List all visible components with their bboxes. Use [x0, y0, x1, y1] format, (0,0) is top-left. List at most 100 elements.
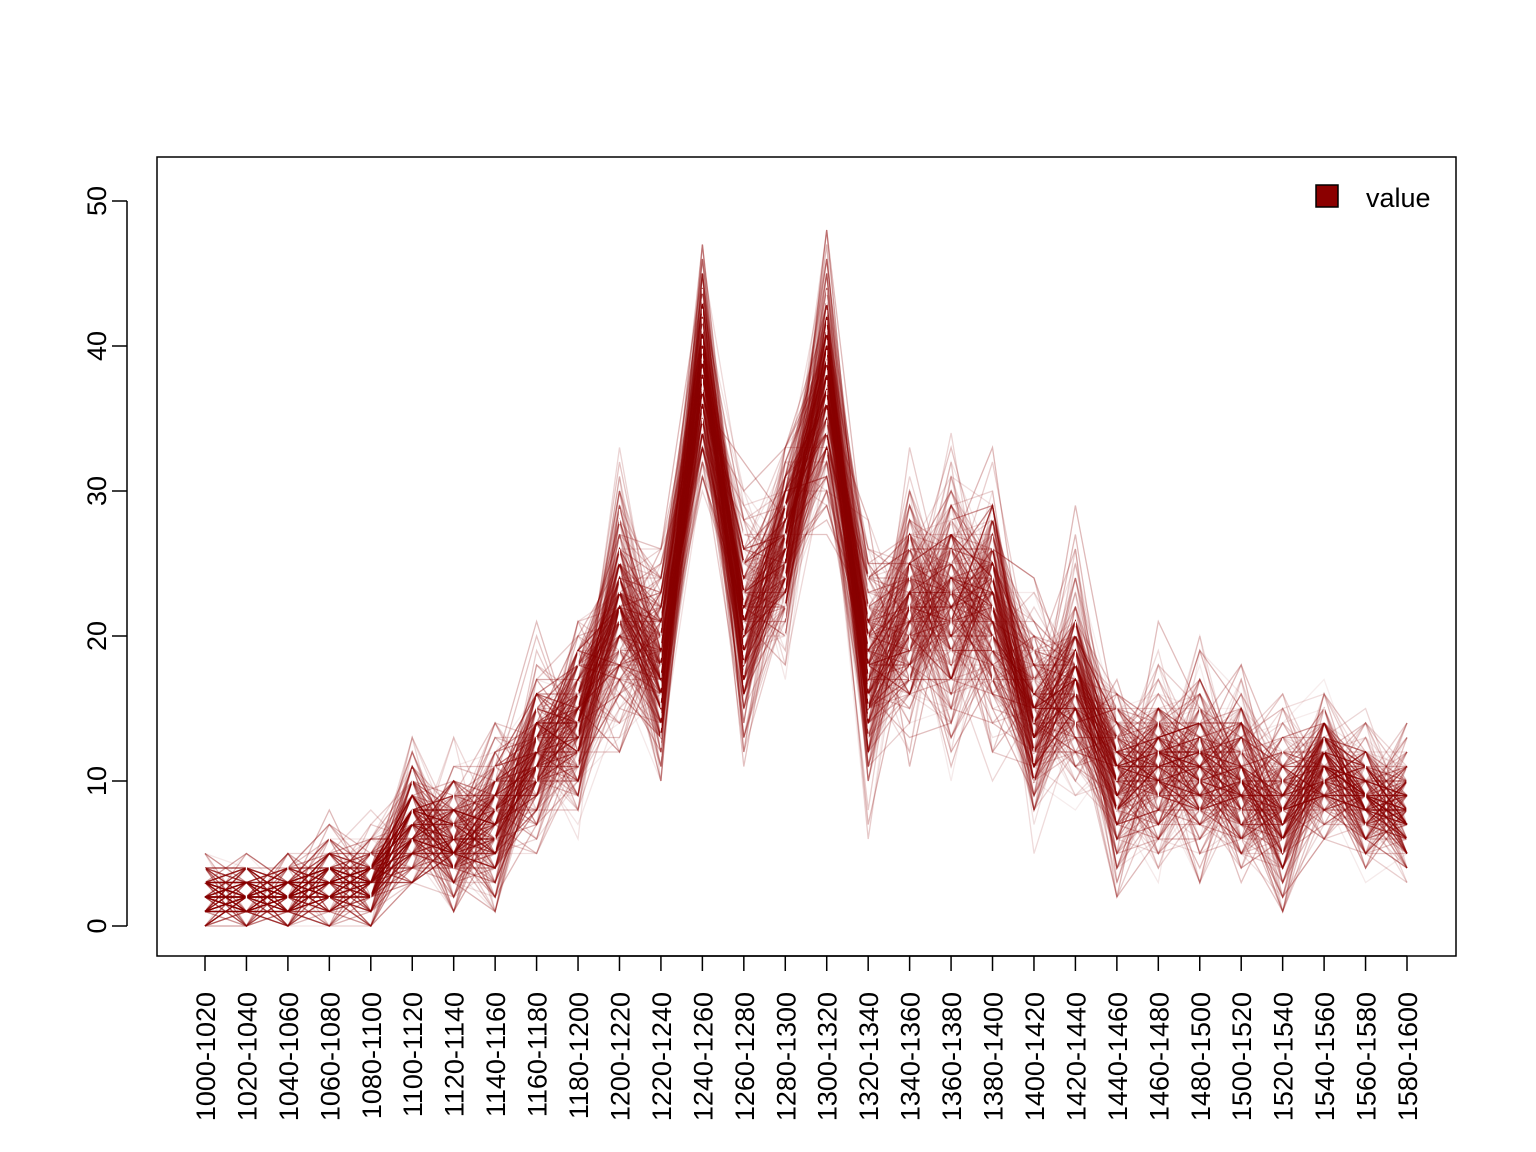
- series-line: [204, 331, 1408, 927]
- series-line: [204, 258, 1407, 913]
- series-line: [204, 331, 1407, 913]
- x-tick-label: 1140-1160: [481, 992, 511, 1117]
- series-line: [205, 331, 1408, 898]
- series-line: [204, 345, 1408, 913]
- series-line: [204, 389, 1408, 913]
- x-tick-label: 1260-1280: [730, 992, 760, 1121]
- series-line: [204, 287, 1408, 913]
- x-tick-label: 1440-1460: [1103, 992, 1133, 1121]
- series-line: [204, 374, 1408, 913]
- series-line: [204, 345, 1408, 927]
- series-line: [204, 389, 1408, 927]
- series-line: [204, 360, 1408, 898]
- x-tick-label: 1360-1380: [937, 992, 967, 1121]
- series-line: [204, 418, 1408, 913]
- series-line: [205, 331, 1408, 914]
- series-line: [205, 416, 1407, 913]
- series-line: [204, 374, 1408, 913]
- series-line: [205, 358, 1408, 913]
- series-line: [205, 345, 1407, 898]
- series-line: [204, 389, 1408, 927]
- plot-frame: [156, 156, 1457, 957]
- series-line: [204, 273, 1408, 913]
- series-line: [204, 331, 1408, 927]
- series-line: [204, 360, 1408, 898]
- series-line: [205, 345, 1408, 898]
- series-line: [204, 430, 1407, 914]
- series-line: [204, 345, 1408, 898]
- series-line: [204, 302, 1407, 927]
- series-line: [204, 316, 1408, 913]
- series-line: [205, 345, 1408, 913]
- series-line: [204, 360, 1407, 913]
- series-line: [204, 331, 1408, 913]
- series-line: [204, 374, 1408, 927]
- series-line: [204, 316, 1407, 898]
- series-line: [204, 360, 1408, 898]
- series-line: [204, 360, 1408, 913]
- series-lines: [204, 229, 1408, 928]
- series-line: [204, 345, 1408, 898]
- series-line: [205, 345, 1408, 913]
- series-line: [204, 389, 1408, 898]
- series-line: [204, 316, 1408, 927]
- series-line: [205, 345, 1408, 928]
- series-line: [204, 316, 1408, 898]
- series-line: [204, 345, 1408, 913]
- series-line: [205, 302, 1408, 928]
- x-tick-label: 1560-1580: [1352, 992, 1382, 1121]
- series-mean-dashes: [204, 288, 1408, 911]
- x-tick-label: 1300-1320: [813, 992, 843, 1121]
- series-line: [204, 331, 1408, 927]
- series-line: [205, 345, 1408, 898]
- y-tick-label: 40: [82, 331, 112, 361]
- x-tick-label: 1220-1240: [647, 992, 677, 1121]
- series-line: [204, 345, 1408, 913]
- series-line: [205, 331, 1408, 898]
- series-line: [204, 316, 1408, 913]
- x-tick-label: 1160-1180: [523, 992, 553, 1117]
- series-line: [204, 302, 1408, 928]
- series-line: [204, 316, 1408, 913]
- series-line: [204, 316, 1408, 913]
- series-line: [205, 302, 1408, 927]
- series-line: [204, 345, 1408, 913]
- series-line: [205, 387, 1408, 913]
- series-line: [205, 460, 1408, 913]
- series-line: [204, 302, 1408, 912]
- series-line: [204, 244, 1408, 885]
- series-line: [205, 331, 1408, 913]
- series-line: [204, 331, 1408, 913]
- series-line: [204, 358, 1408, 913]
- series-line: [204, 316, 1408, 927]
- series-line: [205, 331, 1408, 914]
- series-line: [204, 345, 1408, 927]
- series-line: [205, 229, 1408, 898]
- series-line: [204, 418, 1408, 913]
- series-line: [204, 331, 1408, 913]
- series-line: [204, 273, 1408, 927]
- series-line: [205, 403, 1408, 898]
- series-line: [204, 389, 1407, 912]
- series-line: [204, 302, 1407, 927]
- x-tick-label: 1280-1300: [771, 992, 801, 1121]
- series-line: [205, 316, 1408, 898]
- series-line: [204, 273, 1408, 927]
- series-line: [205, 244, 1408, 928]
- series-line: [204, 302, 1408, 913]
- series-line: [205, 273, 1408, 913]
- series-line: [205, 345, 1408, 898]
- series-line: [204, 360, 1408, 927]
- series-line: [204, 374, 1408, 885]
- series-line: [204, 345, 1408, 927]
- series-line: [205, 374, 1408, 898]
- series-line: [204, 389, 1408, 927]
- x-tick-label: 1320-1340: [854, 992, 884, 1121]
- series-line: [204, 360, 1408, 927]
- series-line: [204, 374, 1408, 898]
- series-line: [204, 374, 1408, 913]
- series-line: [204, 273, 1408, 927]
- series-line: [204, 345, 1408, 899]
- series-line: [204, 360, 1407, 913]
